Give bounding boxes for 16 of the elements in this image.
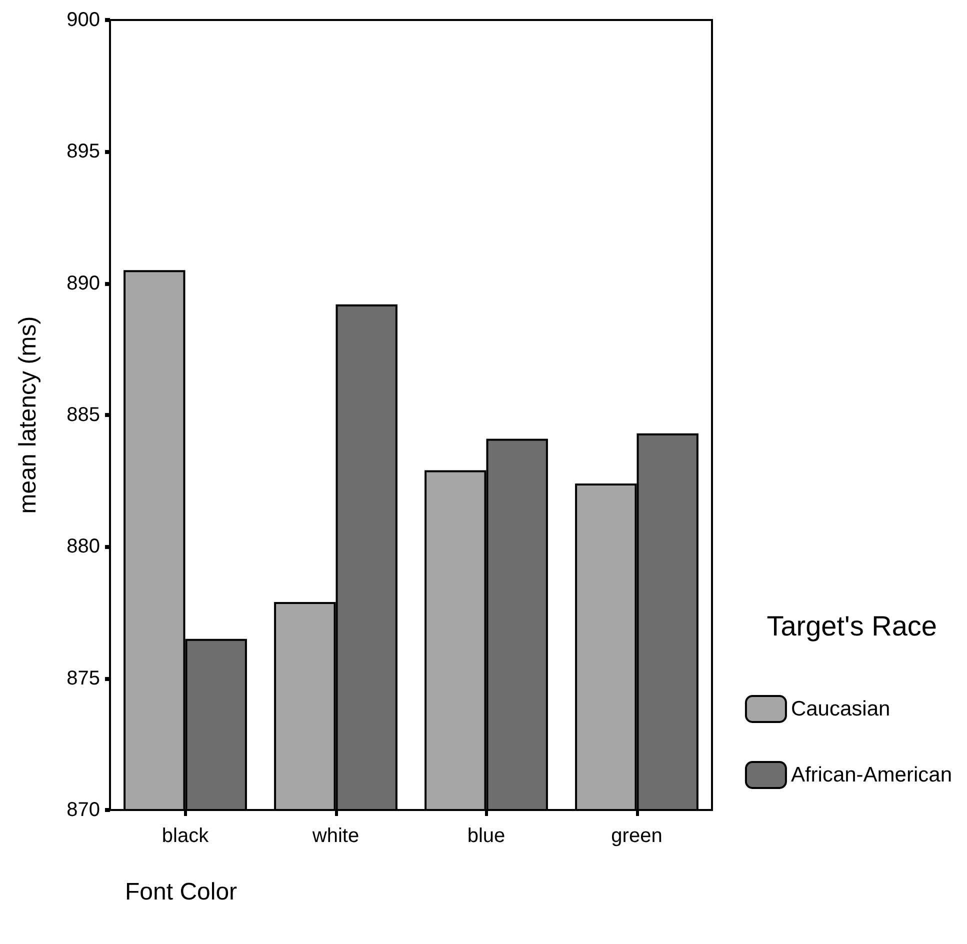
x-tick-label: black xyxy=(162,825,210,847)
x-tick-label: white xyxy=(311,825,360,847)
x-axis-title: Font Color xyxy=(125,878,238,906)
y-tick-label: 900 xyxy=(66,9,100,31)
y-tick-label: 885 xyxy=(66,404,100,426)
y-axis-title: mean latency (ms) xyxy=(14,316,42,514)
y-tick-label: 880 xyxy=(66,536,100,558)
legend-title: Target's Race xyxy=(766,610,937,642)
y-tick-label: 870 xyxy=(66,799,100,821)
y-tick-label: 890 xyxy=(66,272,100,294)
y-tick-label: 895 xyxy=(66,140,100,163)
x-tick-label: green xyxy=(611,825,662,847)
y-tick-label: 875 xyxy=(66,667,100,690)
x-tick-label: blue xyxy=(467,825,506,847)
legend-label: Caucasian xyxy=(790,698,890,720)
legend-label: African-American xyxy=(790,764,952,786)
